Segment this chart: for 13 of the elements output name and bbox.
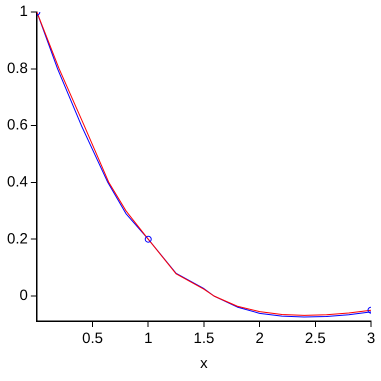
x-tick-label: 1 bbox=[144, 330, 152, 348]
x-tick-label: 1.5 bbox=[193, 330, 214, 348]
y-tick-label: 1 bbox=[20, 3, 28, 20]
x-tick-label: 2 bbox=[255, 330, 264, 348]
y-tick-label: 0.2 bbox=[6, 230, 28, 248]
x-tick-label: 3 bbox=[366, 330, 376, 348]
x-tick-label: 0.5 bbox=[82, 330, 103, 348]
y-tick-label: 0.4 bbox=[6, 174, 28, 191]
x-axis-title: x bbox=[200, 355, 208, 372]
y-tick-label: 0.6 bbox=[6, 116, 28, 134]
x-tick-label: 2.5 bbox=[304, 330, 326, 348]
y-tick-label: 0.8 bbox=[6, 60, 28, 77]
y-tick-label: 0 bbox=[20, 287, 28, 304]
